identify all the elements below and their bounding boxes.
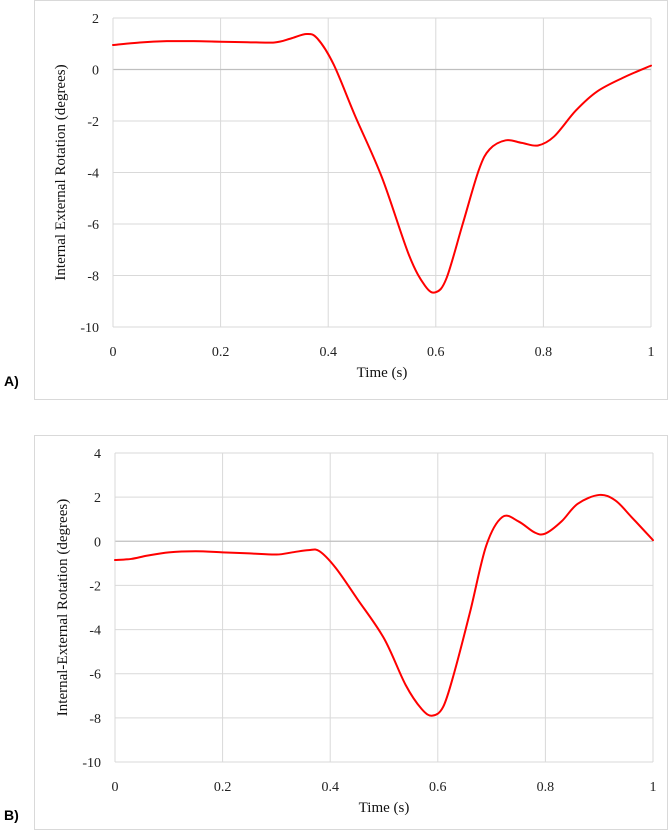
x-tick-label: 0.4 xyxy=(319,345,337,360)
x-tick-label: 0.8 xyxy=(535,345,553,360)
y-tick-label: -8 xyxy=(87,270,99,285)
x-tick-label: 1 xyxy=(648,345,655,360)
y-tick-label: 0 xyxy=(94,535,101,550)
y-tick-label: 4 xyxy=(94,447,101,462)
y-tick-label: -4 xyxy=(87,167,99,182)
y-tick-label: 0 xyxy=(92,64,99,79)
y-tick-label: -10 xyxy=(80,321,99,336)
x-tick-label: 0.6 xyxy=(427,345,445,360)
x-axis-title: Time (s) xyxy=(359,800,410,816)
chart-panel-b xyxy=(34,435,668,830)
y-tick-label: -10 xyxy=(82,756,101,771)
y-tick-label: -4 xyxy=(89,624,101,639)
y-tick-label: 2 xyxy=(94,491,101,506)
series-line xyxy=(114,493,654,717)
x-tick-label: 0.2 xyxy=(214,780,232,795)
y-axis-title: Internal External Rotation (degrees) xyxy=(53,64,69,280)
chart-panel-a xyxy=(34,0,668,400)
y-axis-title: Internal-External Rotation (degrees) xyxy=(55,499,71,716)
x-tick-label: 0.6 xyxy=(429,780,447,795)
x-tick-label: 1 xyxy=(650,780,657,795)
x-axis-title: Time (s) xyxy=(357,365,408,381)
y-tick-label: -8 xyxy=(89,712,101,727)
panel-label-a: A) xyxy=(4,373,19,389)
x-tick-label: 0.8 xyxy=(537,780,555,795)
series-line xyxy=(112,32,652,294)
y-tick-label: -6 xyxy=(89,668,101,683)
y-tick-label: 2 xyxy=(92,12,99,27)
y-tick-label: -2 xyxy=(89,579,101,594)
y-tick-label: -6 xyxy=(87,218,99,233)
x-tick-label: 0 xyxy=(112,780,119,795)
x-tick-label: 0 xyxy=(110,345,117,360)
y-tick-label: -2 xyxy=(87,115,99,130)
x-tick-label: 0.2 xyxy=(212,345,230,360)
panel-label-b: B) xyxy=(4,807,19,823)
x-tick-label: 0.4 xyxy=(321,780,339,795)
